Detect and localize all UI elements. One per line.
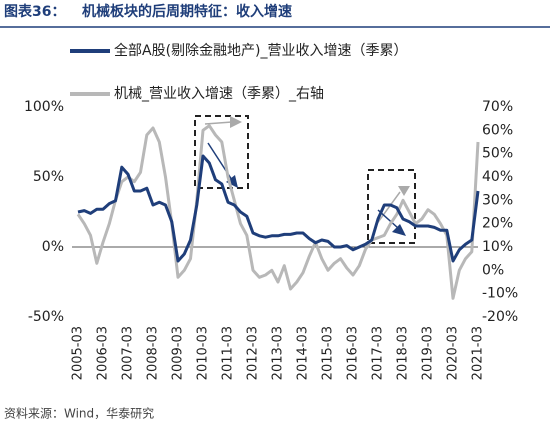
x-tick-label: 2014-03 [296,326,311,380]
header-label: 图表36： [4,3,65,20]
header-title: 机械板块的后周期特征：收入增速 [82,3,292,20]
annotations [194,115,416,244]
x-tick-label: 2019-03 [421,326,436,380]
arrow-head [392,224,406,236]
x-tick-label: 2006-03 [96,326,111,380]
y2-tick-label: -10% [482,286,518,302]
x-tick-label: 2016-03 [346,326,361,380]
x-tick-label: 2012-03 [246,326,261,380]
arrow-head [226,175,238,188]
x-tick-label: 2017-03 [371,326,386,380]
legend-label: 机械_营业收入增速（季累）_右轴 [114,86,324,102]
highlight-box [367,169,416,244]
series-line [76,124,480,300]
highlight-box [194,115,249,189]
y2-tick-label: 60% [482,122,513,138]
x-tick-label: 2013-03 [271,326,286,380]
x-tick-label: 2011-03 [221,326,236,380]
x-tick-label: 2021-03 [471,326,486,380]
x-tick-label: 2015-03 [321,326,336,380]
y2-tick-label: -20% [482,309,518,325]
y2-tick-label: 50% [482,146,513,162]
y-tick-label: -50% [28,309,64,325]
legend-label: 全部A股(剔除金融地产)_营业收入增速（季累） [114,42,408,59]
x-tick-label: 2008-03 [146,326,161,380]
arrows [204,116,410,236]
y2-tick-label: 0% [482,262,504,278]
y2-tick-label: 70% [482,99,513,115]
y2-tick-label: 20% [482,216,513,232]
series-line [77,154,480,263]
x-tick-label: 2010-03 [196,326,211,380]
y-tick-label: 0% [42,239,64,255]
source: 资料来源：Wind，华泰研究 [4,406,154,421]
y2-tick-label: 10% [482,239,513,255]
x-tick-label: 2007-03 [121,326,136,380]
y2-tick-label: 40% [482,169,513,185]
y-tick-label: 50% [33,169,64,185]
x-tick-label: 2009-03 [171,326,186,380]
x-tick-label: 2018-03 [396,326,411,380]
arrow [204,121,233,125]
y-tick-label: 100% [24,99,64,115]
arrow-head [230,116,242,128]
x-tick-label: 2020-03 [446,326,461,380]
arrow [375,191,401,226]
arrow-head [398,186,410,196]
y2-tick-label: 30% [482,192,513,208]
x-tick-label: 2005-03 [71,326,86,380]
